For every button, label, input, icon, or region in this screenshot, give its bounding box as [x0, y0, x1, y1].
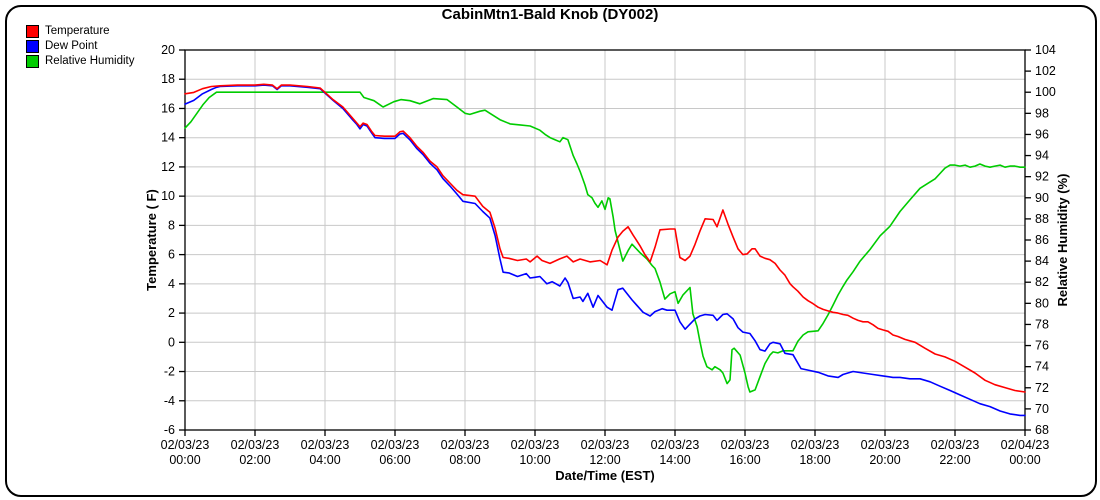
- left-axis-tick-label: 10: [161, 189, 175, 203]
- right-axis-tick-label: 82: [1035, 275, 1049, 289]
- x-axis-tick-label-date: 02/03/23: [651, 438, 700, 452]
- x-axis-tick-label-date: 02/03/23: [301, 438, 350, 452]
- x-axis-tick-label-time: 22:00: [939, 453, 970, 467]
- series-temperature-line: [184, 83, 1026, 393]
- right-axis-tick-label: 102: [1035, 64, 1056, 78]
- right-axis-tick-label: 74: [1035, 360, 1049, 374]
- left-axis-tick-label: -4: [164, 394, 175, 408]
- right-axis-tick-label: 84: [1035, 254, 1049, 268]
- x-axis-tick-label-time: 12:00: [589, 453, 620, 467]
- chart-title: CabinMtn1-Bald Knob (DY002): [441, 6, 659, 23]
- right-axis-tick-label: 92: [1035, 170, 1049, 184]
- window-border: [5, 5, 1097, 497]
- temperature-swatch-icon: [26, 24, 39, 38]
- left-axis-tick-label: 4: [168, 277, 175, 291]
- left-axis-tick-label: -2: [164, 365, 175, 379]
- right-axis-tick-label: 72: [1035, 381, 1049, 395]
- left-axis-tick-label: 14: [161, 131, 175, 145]
- x-axis-tick-label-time: 18:00: [799, 453, 830, 467]
- right-axis-tick-label: 80: [1035, 296, 1049, 310]
- legend-label: Temperature: [45, 25, 110, 37]
- right-axis-tick-label: 70: [1035, 402, 1049, 416]
- series-dew-point-line: [184, 84, 1026, 417]
- x-axis-tick-label-time: 20:00: [869, 453, 900, 467]
- x-axis-tick-label-time: 10:00: [519, 453, 550, 467]
- x-axis-tick-label-time: 04:00: [309, 453, 340, 467]
- x-axis-tick-label-date: 02/03/23: [231, 438, 280, 452]
- legend-label: Relative Humidity: [45, 55, 135, 67]
- x-axis-tick-label-date: 02/03/23: [581, 438, 630, 452]
- left-axis-tick-label: 8: [168, 218, 175, 232]
- x-axis-tick-label-date: 02/03/23: [931, 438, 980, 452]
- right-axis-tick-label: 98: [1035, 106, 1049, 120]
- x-axis-tick-label-time: 00:00: [1009, 453, 1040, 467]
- x-axis-tick-label-date: 02/03/23: [371, 438, 420, 452]
- relative-humidity-swatch-icon: [26, 54, 39, 68]
- right-axis-tick-label: 86: [1035, 233, 1049, 247]
- legend-item-relative-humidity: Relative Humidity: [26, 54, 134, 68]
- x-axis-tick-label-date: 02/03/23: [441, 438, 490, 452]
- x-axis-tick-label-time: 14:00: [659, 453, 690, 467]
- right-axis-title: Relative Humidity (%): [1055, 173, 1070, 307]
- left-axis-tick-label: 0: [168, 335, 175, 349]
- legend: Temperature Dew Point Relative Humidity: [26, 24, 134, 69]
- right-axis-tick-label: 88: [1035, 212, 1049, 226]
- left-axis-tick-label: -6: [164, 423, 175, 437]
- right-axis-tick-label: 90: [1035, 191, 1049, 205]
- right-axis-tick-label: 68: [1035, 423, 1049, 437]
- left-axis-tick-label: 16: [161, 101, 175, 115]
- right-axis-tick-label: 104: [1035, 43, 1056, 57]
- left-axis-tick-label: 6: [168, 248, 175, 262]
- right-axis-tick-label: 78: [1035, 317, 1049, 331]
- x-axis-tick-label-date: 02/03/23: [861, 438, 910, 452]
- x-axis-tick-label-time: 08:00: [449, 453, 480, 467]
- left-axis-tick-label: 12: [161, 160, 175, 174]
- legend-item-temperature: Temperature: [26, 24, 134, 38]
- left-axis-tick-label: 18: [161, 72, 175, 86]
- left-axis-title: Temperature ( F): [144, 189, 159, 291]
- legend-item-dew-point: Dew Point: [26, 39, 134, 53]
- x-axis-tick-label-date: 02/03/23: [161, 438, 210, 452]
- right-axis-tick-label: 94: [1035, 149, 1049, 163]
- x-axis-tick-label-time: 00:00: [169, 453, 200, 467]
- x-axis-tick-label-time: 02:00: [239, 453, 270, 467]
- x-axis-tick-label-date: 02/03/23: [511, 438, 560, 452]
- left-axis-tick-label: 20: [161, 43, 175, 57]
- dew-point-swatch-icon: [26, 39, 39, 53]
- legend-label: Dew Point: [45, 40, 98, 52]
- x-axis-title: Date/Time (EST): [555, 468, 655, 483]
- x-axis-tick-label-date: 02/04/23: [1001, 438, 1050, 452]
- x-axis-tick-label-time: 06:00: [379, 453, 410, 467]
- right-axis-tick-label: 96: [1035, 127, 1049, 141]
- x-axis-tick-label-date: 02/03/23: [791, 438, 840, 452]
- series-relative-humidity-line: [184, 91, 1026, 393]
- left-axis-tick-label: 2: [168, 306, 175, 320]
- right-axis-tick-label: 76: [1035, 339, 1049, 353]
- right-axis-tick-label: 100: [1035, 85, 1056, 99]
- x-axis-tick-label-time: 16:00: [729, 453, 760, 467]
- x-axis-tick-label-date: 02/03/23: [721, 438, 770, 452]
